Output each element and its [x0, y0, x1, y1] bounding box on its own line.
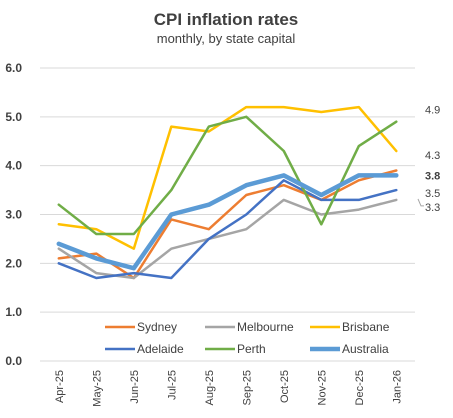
x-tick-label: Sep-25 — [241, 370, 253, 405]
x-tick-label: Aug-25 — [204, 370, 216, 405]
end-label-perth: 4.9 — [425, 105, 440, 117]
leader-line — [417, 198, 424, 207]
series-line-sydney — [57, 169, 398, 280]
x-tick-label: Jun-25 — [129, 370, 141, 404]
gridlines — [40, 67, 415, 362]
y-axis-ticks: 0.0 1.0 2.0 3.0 4.0 5.0 6.0 — [5, 61, 22, 368]
x-tick-label: Dec-25 — [354, 370, 366, 405]
chart-subtitle: monthly, by state capital — [157, 31, 296, 46]
end-label-brisbane: 4.3 — [425, 150, 440, 162]
y-tick-label: 4.0 — [5, 159, 22, 173]
legend-label: Australia — [342, 342, 389, 356]
legend-label: Brisbane — [342, 320, 390, 334]
end-labels: 3.3 4.3 3.5 4.9 3.8 — [417, 105, 440, 214]
x-tick-label: Jul-25 — [166, 370, 178, 400]
y-tick-label: 3.0 — [5, 208, 22, 222]
y-tick-label: 0.0 — [5, 354, 22, 368]
x-tick-label: Nov-25 — [316, 370, 328, 405]
legend-label: Perth — [237, 342, 266, 356]
legend-label: Melbourne — [237, 320, 294, 334]
end-label-adelaide: 3.5 — [425, 188, 440, 200]
x-tick-label: Oct-25 — [279, 370, 291, 403]
y-tick-label: 2.0 — [5, 256, 22, 270]
y-tick-label: 6.0 — [5, 61, 22, 75]
chart-title: CPI inflation rates — [154, 10, 299, 29]
end-label-australia: 3.8 — [425, 170, 440, 182]
series-lines — [56, 105, 399, 280]
x-tick-label: May-25 — [91, 370, 103, 407]
series-line-australia — [56, 173, 399, 271]
series-line-adelaide — [57, 179, 398, 280]
series-line-brisbane — [57, 105, 398, 250]
legend-label: Sydney — [137, 320, 177, 334]
x-tick-label: Jan-26 — [391, 370, 403, 404]
y-tick-label: 1.0 — [5, 305, 22, 319]
y-tick-label: 5.0 — [5, 110, 22, 124]
legend: Sydney Melbourne Brisbane Adelaide Perth Aust… — [105, 320, 390, 356]
x-tick-label: Apr-25 — [54, 370, 66, 403]
x-axis-ticks: Apr-25 May-25 Jun-25 Jul-25 Aug-25 Sep-25 Oct-… — [54, 370, 404, 407]
series-line-perth — [57, 115, 398, 236]
end-label-melbourne: 3.3 — [425, 202, 440, 214]
legend-label: Adelaide — [137, 342, 184, 356]
